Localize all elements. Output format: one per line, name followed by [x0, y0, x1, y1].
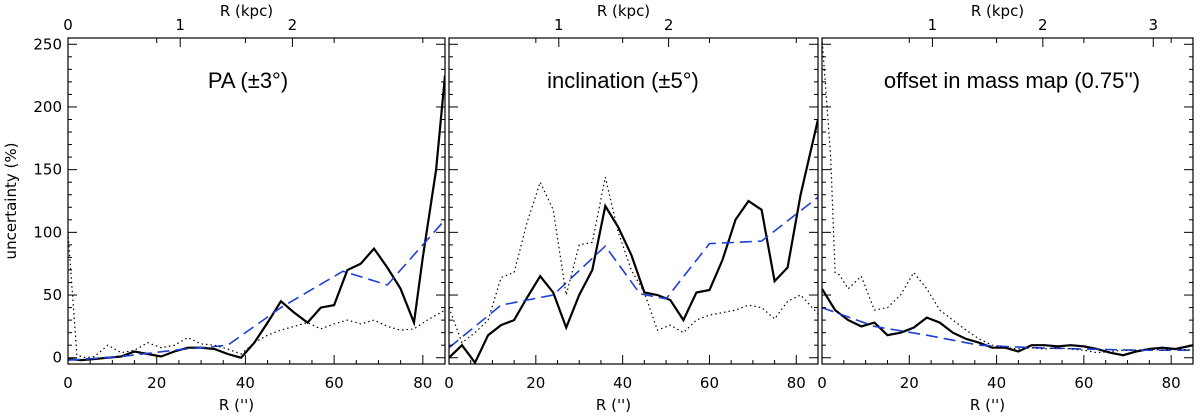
plot-frame: [821, 37, 1194, 365]
plot-frame: [67, 37, 446, 365]
y-tick-label: 250: [33, 35, 62, 53]
y-axis-title: uncertainty (%): [2, 143, 20, 260]
x-tick-label: 0: [444, 374, 454, 392]
y-tick-label: 0: [52, 349, 62, 367]
x-tick-label: 60: [325, 374, 344, 392]
top-x-tick-label: 3: [1148, 16, 1158, 34]
top-x-tick-label: 1: [928, 16, 938, 34]
x-tick-label: 40: [987, 374, 1006, 392]
panel-annotation: offset in mass map (0.75''): [884, 68, 1140, 93]
chart-panel-2: 0 20 40 60 80 1 2 R ('') R (kpc) inclination (±5°…: [444, 2, 819, 414]
y-tick-label: 150: [33, 161, 62, 179]
x-tick-label: 60: [700, 374, 719, 392]
plot-frame: [448, 37, 819, 365]
x-axis-title: R (''): [596, 396, 631, 414]
series-solid-line: [68, 75, 445, 362]
x-tick-label: 20: [147, 374, 166, 392]
top-x-tick-label: 1: [554, 16, 564, 34]
y-tick-label: 100: [33, 223, 62, 241]
series-solid-line: [822, 288, 1193, 357]
x-tick-label: 0: [63, 374, 73, 392]
series-dotted-line: [822, 38, 1193, 354]
chart-panel-3: 0 20 40 60 80 1 2 3 R ('') R (kpc) offset in mass …: [817, 2, 1194, 414]
y-tick-label: 50: [43, 286, 62, 304]
x-axis-title: R (''): [219, 396, 254, 414]
x-tick-label: 80: [413, 374, 432, 392]
x-tick-label: 40: [613, 374, 632, 392]
top-x-tick-label: 1: [175, 16, 185, 34]
top-x-tick-label: 2: [664, 16, 674, 34]
series-dashed-line: [449, 196, 818, 349]
series-dashed-line: [68, 219, 445, 361]
x-axis-title: R (''): [970, 396, 1005, 414]
series-dotted-line: [68, 232, 445, 359]
series-dashed-line: [822, 306, 1193, 351]
top-x-axis-title: R (kpc): [597, 2, 650, 20]
x-tick-label: 80: [1162, 374, 1181, 392]
top-x-axis-title: R (kpc): [971, 2, 1024, 20]
top-x-axis-title: R (kpc): [220, 2, 273, 20]
x-tick-label: 20: [526, 374, 545, 392]
top-x-tick-label: 0: [63, 16, 73, 34]
x-tick-label: 20: [900, 374, 919, 392]
x-tick-label: 60: [1074, 374, 1093, 392]
y-tick-label: 200: [33, 98, 62, 116]
series-solid-line: [449, 119, 818, 364]
top-x-tick-label: 2: [1038, 16, 1048, 34]
panel-annotation: PA (±3°): [208, 68, 288, 93]
top-x-tick-label: 2: [288, 16, 298, 34]
x-tick-label: 80: [787, 374, 806, 392]
x-tick-label: 40: [236, 374, 255, 392]
panel-annotation: inclination (±5°): [547, 68, 699, 93]
x-tick-label: 0: [817, 374, 827, 392]
